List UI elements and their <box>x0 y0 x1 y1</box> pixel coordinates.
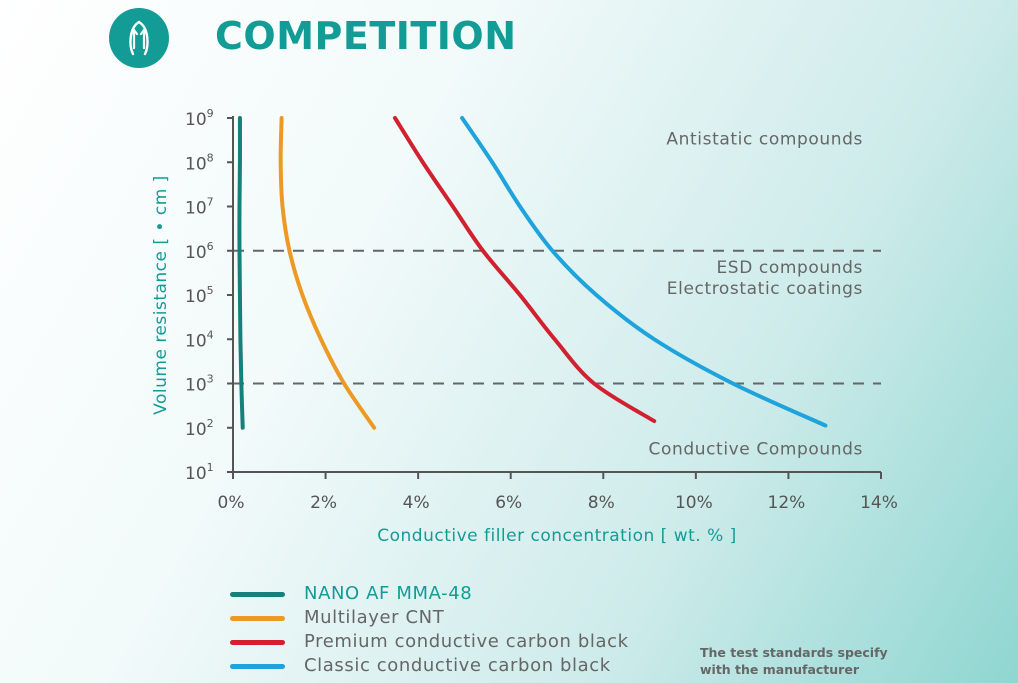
legend-item: Classic conductive carbon black <box>230 655 730 677</box>
brand-logo <box>109 8 169 68</box>
x-tick-label: 14% <box>860 493 898 513</box>
x-tick-label: 6% <box>495 493 522 513</box>
x-tick-label: 8% <box>588 493 615 513</box>
x-tick-label: 12% <box>768 493 806 513</box>
legend-item: Premium conductive carbon black <box>230 631 730 653</box>
x-tick-label: 2% <box>310 493 337 513</box>
footnote-line: The test standards specify <box>700 645 888 660</box>
y-axis-title: Volume resistance [ • cm ] <box>151 175 171 415</box>
region-label: Conductive Compounds <box>649 439 864 459</box>
x-tick-label: 10% <box>675 493 713 513</box>
series-line-premium-conductive-carbon-black <box>393 116 657 424</box>
y-tick-label: 104 <box>185 328 214 351</box>
y-tick-label: 103 <box>185 373 214 396</box>
legend-item: NANO AF MMA-48 <box>230 583 730 605</box>
legend-label: Multilayer CNT <box>304 607 445 628</box>
legend-label: Classic conductive carbon black <box>304 655 611 676</box>
x-tick-label: 4% <box>403 493 430 513</box>
legend-swatch <box>230 616 285 621</box>
series-line-multilayer-cnt <box>278 116 377 430</box>
y-tick-label: 108 <box>185 151 214 174</box>
legend-swatch <box>230 664 285 669</box>
series-line-classic-conductive-carbon-black <box>460 116 828 428</box>
region-label: ESD compounds <box>716 258 863 278</box>
x-tick-label: 0% <box>218 493 245 513</box>
y-tick-label: 109 <box>185 107 214 130</box>
legend-swatch <box>230 640 285 645</box>
legend-item: Multilayer CNT <box>230 607 730 629</box>
legend-swatch <box>230 592 285 597</box>
y-tick-label: 102 <box>185 417 214 440</box>
footnote-line: with the manufacturer <box>700 662 859 677</box>
y-tick-label: 101 <box>185 461 214 484</box>
footnote: The test standards specify with the manu… <box>700 644 940 678</box>
legend-label: Premium conductive carbon black <box>304 631 629 652</box>
logo-icon <box>129 20 149 56</box>
y-tick-label: 106 <box>185 240 214 263</box>
x-axis-title: Conductive filler concentration [ wt. % … <box>377 526 737 546</box>
series-line-nano-af-mma-48 <box>237 116 245 430</box>
y-tick-label: 107 <box>185 196 214 219</box>
region-label: Antistatic compounds <box>666 130 863 150</box>
legend-label: NANO AF MMA-48 <box>304 583 473 604</box>
region-label: Electrostatic coatings <box>667 279 863 299</box>
page-title: COMPETITION <box>215 14 517 58</box>
y-tick-label: 105 <box>185 284 214 307</box>
